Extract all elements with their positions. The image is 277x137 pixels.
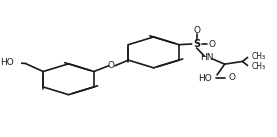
Text: O: O xyxy=(209,39,216,48)
Text: CH₃: CH₃ xyxy=(251,52,265,61)
Text: O: O xyxy=(193,26,200,35)
Text: HN: HN xyxy=(200,53,214,62)
Text: CH₃: CH₃ xyxy=(251,62,265,71)
Text: HO: HO xyxy=(0,58,14,67)
Text: O: O xyxy=(229,73,235,82)
Text: S: S xyxy=(193,39,200,49)
Text: O: O xyxy=(107,61,115,70)
Text: HO: HO xyxy=(198,74,212,83)
